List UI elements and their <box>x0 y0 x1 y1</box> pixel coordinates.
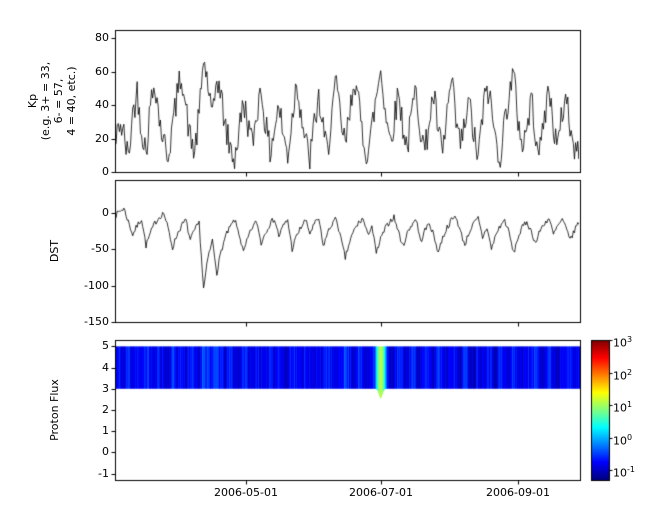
kp-ytick-label: 40 <box>95 98 109 111</box>
x-tick-label: 2006-07-01 <box>349 486 413 499</box>
colorbar-tick-label: 103 <box>613 333 632 350</box>
dst-ytick-label: -50 <box>91 242 109 255</box>
dst-ytick-label: -100 <box>84 279 109 292</box>
flux-ytick-label: 1 <box>102 424 109 437</box>
x-tick-label: 2006-05-01 <box>214 486 278 499</box>
colorbar-tick-exponent: 2 <box>627 368 633 377</box>
flux-ytick-label: 2 <box>102 403 109 416</box>
colorbar-tick-exponent: 3 <box>627 335 633 344</box>
kp-axis-label-line: (e.g. 3+ = 33, <box>39 61 52 141</box>
kp-axis-label-line: 6- = 57, <box>52 78 65 124</box>
kp-ytick-label: 80 <box>95 31 109 44</box>
kp-axis-label: Kp (e.g. 3+ = 33, 6- = 57, 4 = 40, etc.) <box>26 26 78 176</box>
colorbar-tick-label: 102 <box>613 366 632 383</box>
kp-ytick-label: 60 <box>95 65 109 78</box>
flux-ytick-label: 4 <box>102 361 109 374</box>
kp-ytick-label: 20 <box>95 132 109 145</box>
dst-axis-label: DST <box>48 239 61 263</box>
colorbar-tick-label: 101 <box>613 398 632 415</box>
colorbar-tick-base: 10 <box>613 466 627 480</box>
colorbar-tick-exponent: 1 <box>627 400 633 409</box>
colorbar-tick-base: 10 <box>613 336 627 350</box>
colorbar-tick-base: 10 <box>613 401 627 415</box>
flux-ytick-label: 3 <box>102 382 109 395</box>
kp-axis-label-line: Kp <box>26 93 39 109</box>
colorbar-tick-label: 10-1 <box>613 463 635 480</box>
dst-ytick-label: -150 <box>84 315 109 328</box>
flux-ytick-label: 5 <box>102 339 109 352</box>
flux-axis-label: Proton Flux <box>48 379 61 441</box>
dst-ytick-label: 0 <box>102 206 109 219</box>
colorbar-tick-base: 10 <box>613 369 627 383</box>
colorbar-tick-label: 100 <box>613 431 632 448</box>
flux-ytick-label: 0 <box>102 445 109 458</box>
kp-ytick-label: 0 <box>102 165 109 178</box>
colorbar-tick-exponent: -1 <box>627 465 635 474</box>
colorbar-tick-exponent: 0 <box>627 433 633 442</box>
x-tick-label: 2006-09-01 <box>486 486 550 499</box>
flux-ytick-label: -1 <box>98 467 109 480</box>
colorbar-tick-base: 10 <box>613 434 627 448</box>
